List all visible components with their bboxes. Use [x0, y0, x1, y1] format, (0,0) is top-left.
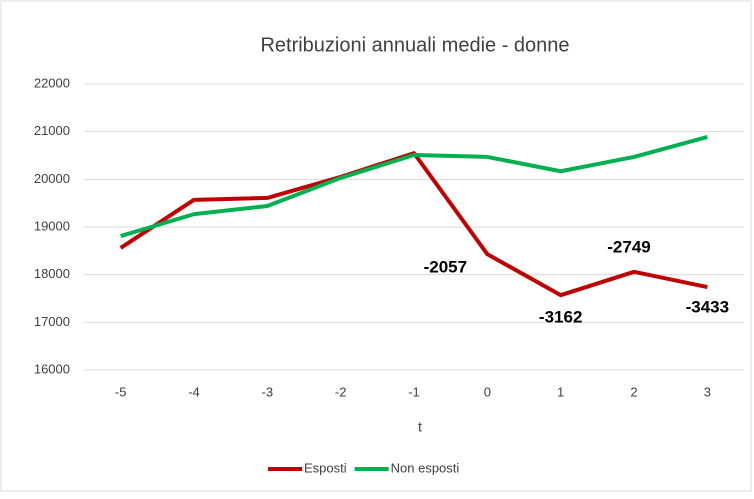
legend-label: Non esposti: [391, 460, 460, 475]
annotation: -2749: [607, 237, 650, 256]
x-tick-label: -3: [262, 384, 274, 399]
x-tick-label: 1: [557, 384, 564, 399]
annotation: -3433: [686, 298, 729, 317]
annotation: -3162: [539, 308, 582, 327]
x-tick-label: 3: [704, 384, 711, 399]
series-line: [120, 134, 708, 238]
x-tick-label: 0: [484, 384, 491, 399]
x-axis-label: t: [418, 419, 422, 435]
y-tick-label: 18000: [34, 266, 70, 281]
legend-label: Esposti: [304, 460, 347, 475]
x-tick-label: -5: [115, 384, 127, 399]
annotation: -2057: [424, 258, 467, 277]
y-tick-label: 16000: [34, 361, 70, 376]
chart-title: Retribuzioni annuali medie - donne: [260, 34, 569, 56]
x-tick-label: -1: [408, 384, 420, 399]
x-tick-label: -2: [335, 384, 347, 399]
x-tick-label: 2: [630, 384, 637, 399]
y-tick-label: 17000: [34, 314, 70, 329]
y-tick-label: 21000: [34, 123, 70, 138]
x-tick-label: -4: [188, 384, 200, 399]
y-tick-label: 20000: [34, 171, 70, 186]
y-tick-label: 19000: [34, 218, 70, 233]
y-tick-label: 22000: [34, 75, 70, 90]
